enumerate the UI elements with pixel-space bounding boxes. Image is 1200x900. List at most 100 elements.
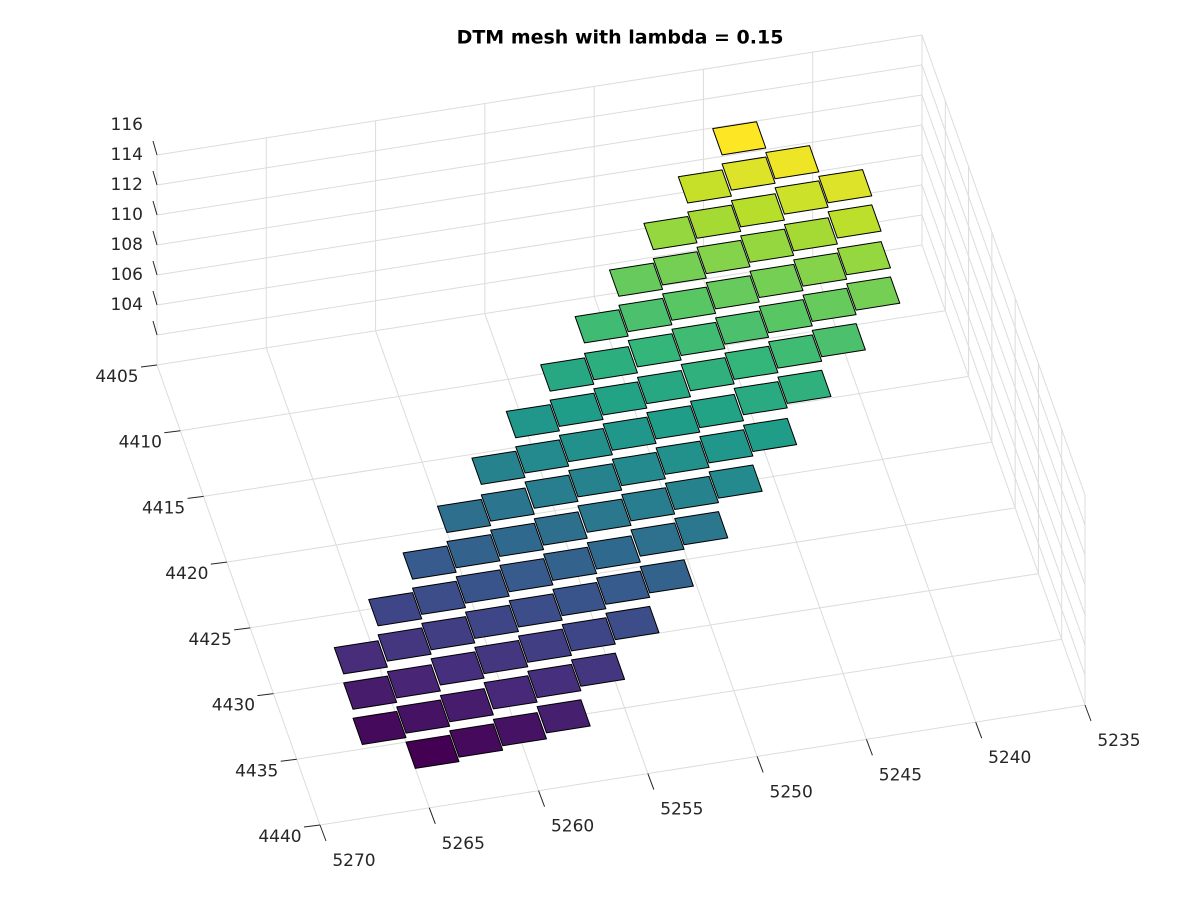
x-tick-label: 5240 <box>988 748 1031 768</box>
surface-cell <box>396 699 451 734</box>
surface-cell <box>690 393 744 429</box>
chart-title: DTM mesh with lambda = 0.15 <box>457 27 784 49</box>
grid-line <box>156 244 923 366</box>
surface-cell <box>549 392 604 427</box>
surface-cell <box>540 357 595 392</box>
y-tick-label: 4425 <box>189 630 232 650</box>
grid-line <box>156 124 923 246</box>
grid-line <box>921 154 1086 616</box>
surface-cell <box>518 628 572 663</box>
x-tick <box>1084 704 1092 722</box>
surface-cell <box>558 428 613 463</box>
grid-line <box>921 244 1086 706</box>
grid-line <box>921 124 1086 586</box>
surface-cell <box>712 121 767 156</box>
surface-cell <box>774 180 829 215</box>
surface-cell <box>593 381 648 416</box>
surface-cell <box>508 593 563 628</box>
surface-cell <box>402 545 457 580</box>
x-tick <box>975 721 983 739</box>
surface-cell <box>421 616 476 651</box>
x-tick-label: 5235 <box>1097 731 1140 751</box>
surface-cell <box>492 712 547 747</box>
z-tick-label: 106 <box>111 265 143 285</box>
surface-cell <box>471 450 526 485</box>
surface-cell <box>646 405 701 440</box>
y-tick-label: 4430 <box>212 696 255 716</box>
x-tick <box>319 824 327 842</box>
surface-cell <box>605 605 660 641</box>
y-tick-label: 4440 <box>258 827 301 847</box>
surface-cell <box>680 357 735 392</box>
z-tick-label: 112 <box>111 175 143 195</box>
surface-cell <box>733 381 788 416</box>
surface-cell <box>527 663 582 699</box>
y-tick-label: 4410 <box>119 433 162 453</box>
x-tick <box>865 739 873 756</box>
surface-cell <box>671 321 726 356</box>
y-tick <box>164 430 181 434</box>
surface-cell <box>333 640 388 675</box>
surface-cell <box>637 370 691 405</box>
z-tick-label: 104 <box>111 295 143 315</box>
surface-cell <box>446 534 501 569</box>
surface-cell <box>674 511 729 546</box>
surface-cell <box>618 297 673 333</box>
surface-cell <box>724 345 779 380</box>
x-tick-label: 5260 <box>551 817 594 837</box>
surface-cell <box>687 204 742 239</box>
z-tick-label: 114 <box>111 145 143 165</box>
x-tick <box>428 807 436 825</box>
surface-cell <box>783 217 838 252</box>
surface-cell <box>768 334 823 369</box>
y-tick-label: 4420 <box>165 564 208 584</box>
surface-cell <box>577 498 632 533</box>
surface-cell <box>743 417 798 452</box>
z-tick-label: 116 <box>111 115 143 135</box>
grid-line <box>156 364 321 826</box>
surface-cell <box>630 522 685 557</box>
surface-cell <box>793 252 848 287</box>
z-tick <box>152 200 158 216</box>
z-tick <box>152 260 158 276</box>
y-tick <box>257 693 274 697</box>
y-tick <box>303 824 321 828</box>
surface-cell <box>715 310 770 345</box>
y-tick-label: 4435 <box>235 761 278 781</box>
y-tick-label: 4405 <box>95 367 138 387</box>
surface-cell <box>480 487 535 522</box>
surface-cell <box>561 617 616 652</box>
surface-cell <box>655 440 710 475</box>
grid-line <box>921 94 1086 556</box>
x-tick-label: 5255 <box>660 800 703 820</box>
surface-cell <box>490 522 545 557</box>
z-tick <box>152 290 158 306</box>
surface-cell <box>740 228 795 263</box>
surface-cell <box>596 570 651 605</box>
surface-cell <box>602 416 657 451</box>
surface-cell <box>802 287 857 322</box>
surface-cell <box>483 675 538 710</box>
z-tick <box>152 140 158 156</box>
grid-line <box>319 704 1086 826</box>
surface-cell <box>846 276 901 311</box>
surface-cell <box>652 251 707 286</box>
surface-cell <box>515 439 570 474</box>
x-tick-label: 5245 <box>879 765 922 785</box>
surface-cell <box>343 675 398 710</box>
z-tick <box>152 230 158 246</box>
surface-cell <box>765 145 820 180</box>
surface-cell <box>449 723 504 758</box>
surface-cell <box>749 263 804 298</box>
surface-cell <box>377 627 432 662</box>
surface-cell <box>465 604 519 639</box>
surface-cell <box>439 688 494 723</box>
x-tick <box>647 773 655 790</box>
surface-cell <box>643 216 698 251</box>
surface-cell <box>609 262 664 297</box>
surface-cell <box>368 592 423 627</box>
surface-cell <box>352 710 407 745</box>
surface-cell <box>811 323 866 358</box>
surface-cell <box>584 346 638 381</box>
